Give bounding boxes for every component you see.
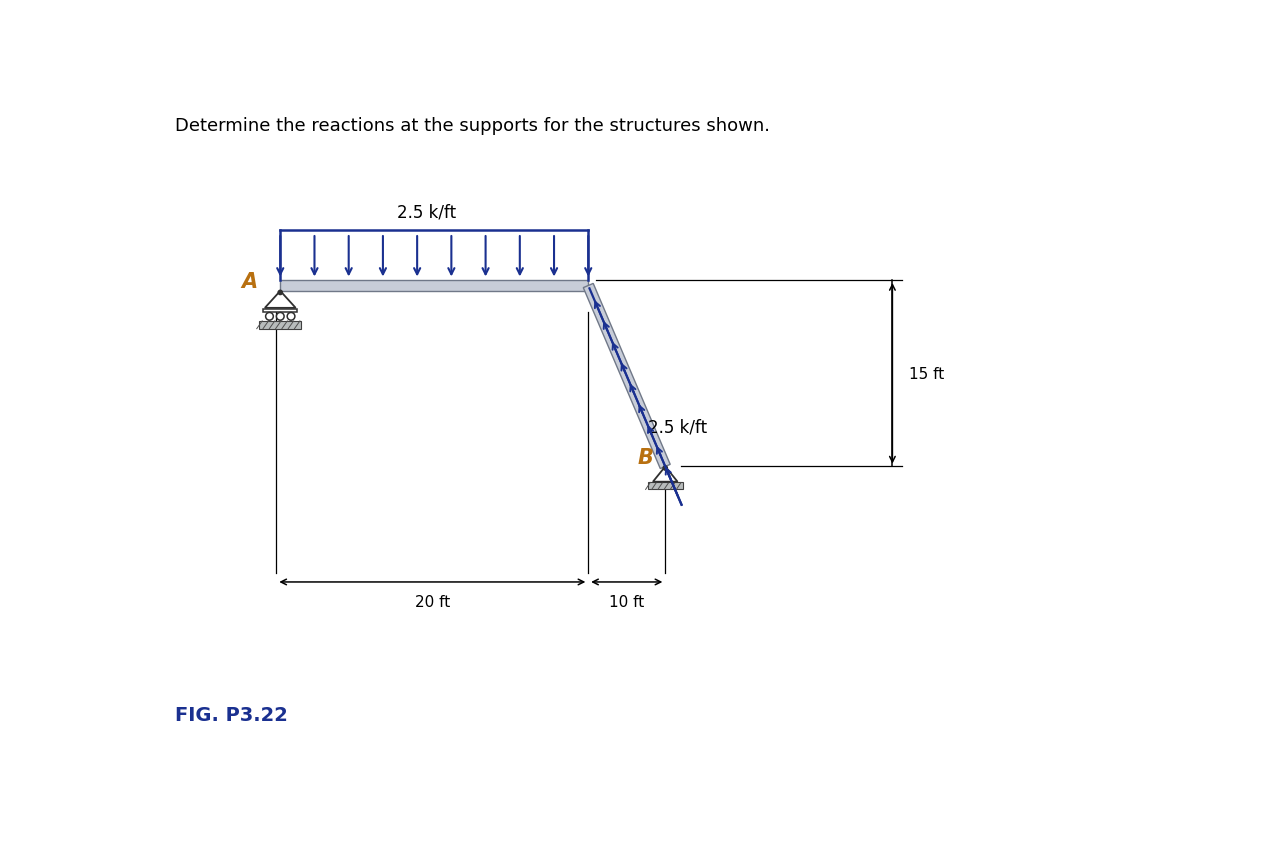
Circle shape xyxy=(276,313,284,321)
Bar xyxy=(259,322,302,329)
Text: 15 ft: 15 ft xyxy=(910,366,944,381)
Polygon shape xyxy=(583,284,670,469)
Text: 2.5 k/ft: 2.5 k/ft xyxy=(649,419,708,437)
Bar xyxy=(647,483,683,490)
Text: Determine the reactions at the supports for the structures shown.: Determine the reactions at the supports … xyxy=(174,117,770,135)
Text: FIG. P3.22: FIG. P3.22 xyxy=(174,705,288,724)
Circle shape xyxy=(265,313,274,321)
Circle shape xyxy=(288,313,295,321)
Text: B: B xyxy=(637,448,654,467)
Text: A: A xyxy=(241,271,257,292)
Text: 10 ft: 10 ft xyxy=(610,594,645,609)
Polygon shape xyxy=(280,281,588,292)
Polygon shape xyxy=(265,292,295,309)
Circle shape xyxy=(278,291,283,295)
Circle shape xyxy=(663,467,668,471)
Polygon shape xyxy=(652,467,678,482)
Text: 20 ft: 20 ft xyxy=(415,594,451,609)
Bar xyxy=(264,310,297,313)
Text: 2.5 k/ft: 2.5 k/ft xyxy=(398,204,456,222)
